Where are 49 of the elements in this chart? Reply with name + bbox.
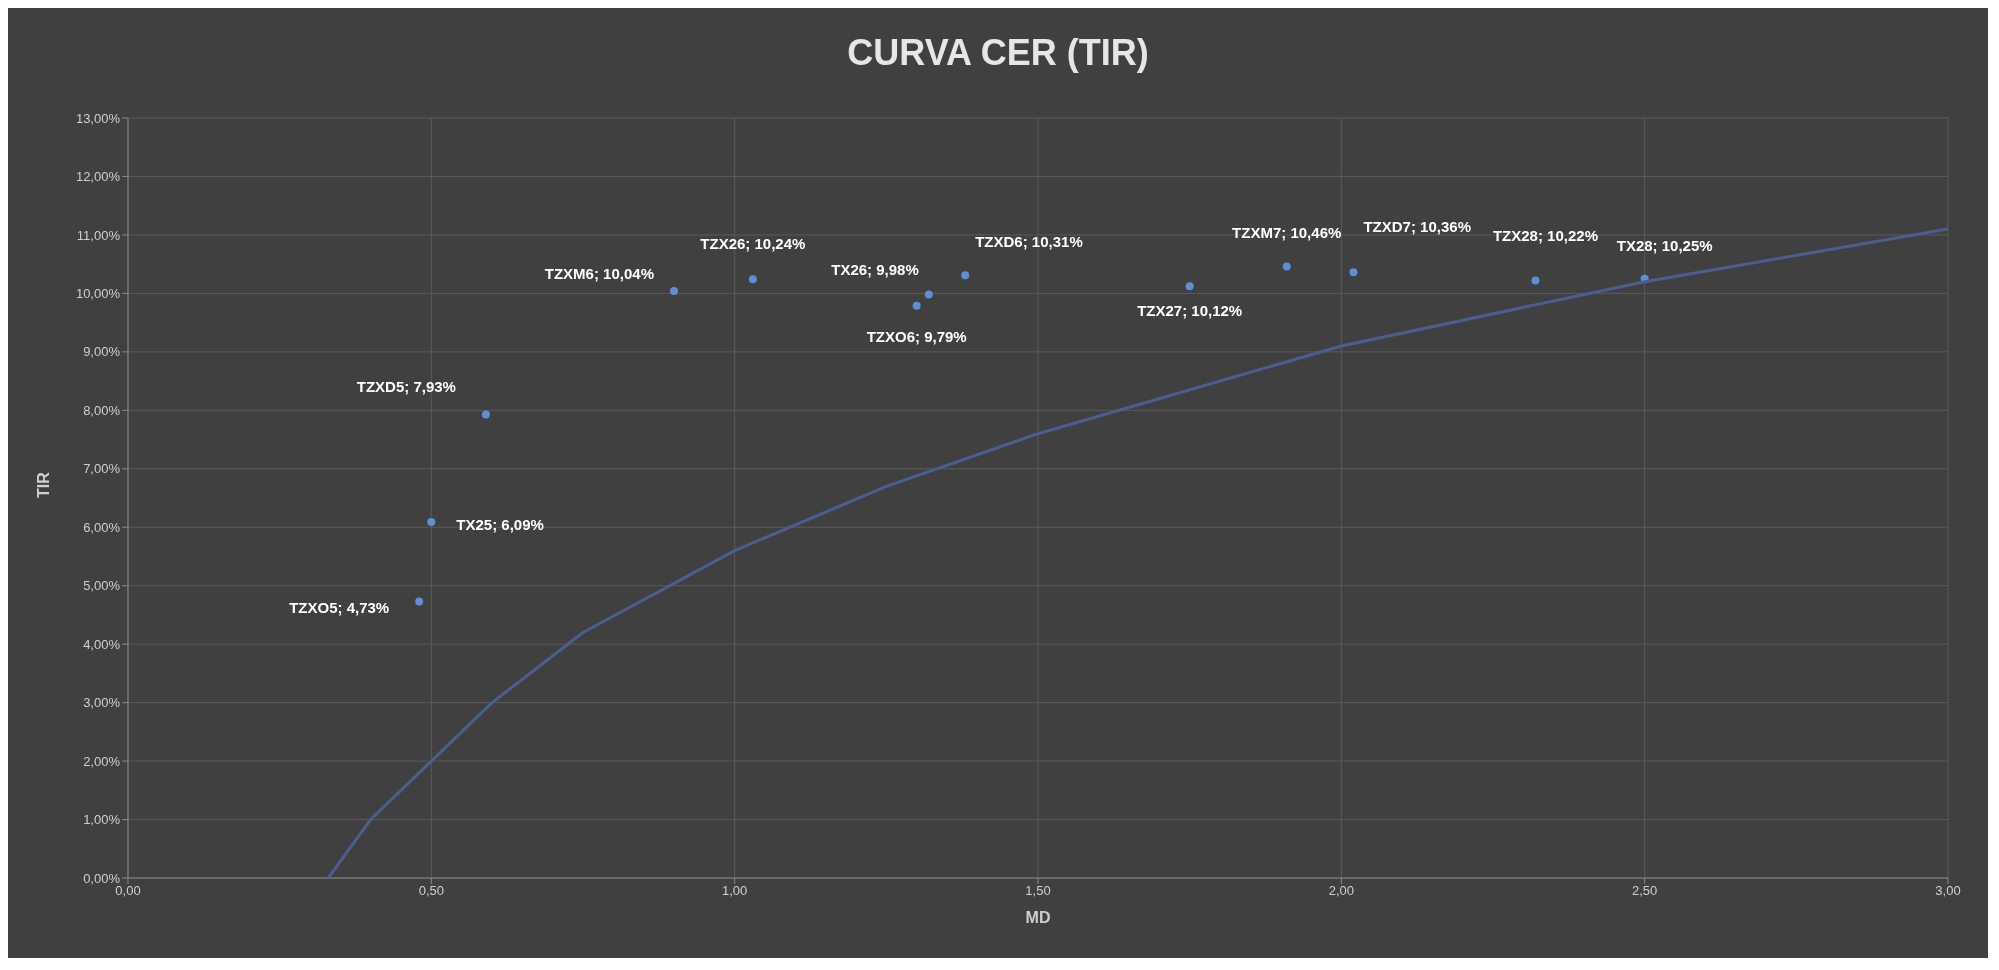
x-tick-label: 1,50 xyxy=(1025,883,1051,899)
point xyxy=(961,271,970,280)
data-label: TZXD6; 10,31% xyxy=(975,233,1083,251)
data-label: TZXD7; 10,36% xyxy=(1363,218,1472,236)
x-axis-title: MD xyxy=(1025,909,1051,926)
y-tick-label: 3,00% xyxy=(83,695,121,711)
x-tick-label: 0,50 xyxy=(418,883,444,899)
y-tick-label: 4,00% xyxy=(83,636,121,652)
data-label: TX25; 6,09% xyxy=(456,515,544,533)
y-tick-label: 7,00% xyxy=(83,461,121,477)
y-tick-label: 0,00% xyxy=(83,870,121,886)
y-tick-label: 11,00% xyxy=(76,227,121,243)
data-label: TX28; 10,25% xyxy=(1616,236,1713,254)
point xyxy=(1282,262,1291,271)
data-label: TZXM6; 10,04% xyxy=(544,265,654,283)
data-label: TZXO6; 9,79% xyxy=(866,327,967,345)
y-tick-label: 9,00% xyxy=(83,344,121,360)
point xyxy=(1349,268,1358,277)
point xyxy=(748,275,757,284)
point xyxy=(415,597,424,606)
x-tick-label: 2,00 xyxy=(1328,883,1354,899)
y-tick-label: 10,00% xyxy=(75,286,121,301)
x-tick-label: 0,00 xyxy=(115,883,141,899)
data-label: TX26; 9,98% xyxy=(831,260,919,278)
point xyxy=(1531,276,1540,285)
data-label: TZXO5; 4,73% xyxy=(289,599,390,617)
data-label: TZX27; 10,12% xyxy=(1137,302,1243,320)
y-tick-label: 12,00% xyxy=(75,169,121,185)
data-label: TZXD5; 7,93% xyxy=(356,378,456,396)
y-tick-label: 6,00% xyxy=(83,519,121,535)
y-tick-label: 2,00% xyxy=(83,753,121,769)
data-label: TZX28; 10,22% xyxy=(1492,226,1598,244)
point xyxy=(924,290,933,299)
y-axis-title: TIR xyxy=(34,471,52,498)
y-tick-label: 13,00% xyxy=(75,110,121,126)
y-tick-label: 8,00% xyxy=(83,402,121,418)
y-tick-label: 1,00% xyxy=(83,812,121,828)
point xyxy=(481,410,490,419)
point xyxy=(1185,282,1194,291)
point xyxy=(670,287,678,296)
y-tick-label: 5,00% xyxy=(83,578,121,594)
x-tick-label: 2,50 xyxy=(1632,883,1658,899)
data-label: TZX26; 10,24% xyxy=(700,235,806,253)
x-tick-label: 1,00 xyxy=(722,883,748,899)
x-tick-label: 3,00 xyxy=(1935,883,1961,899)
point xyxy=(427,517,436,526)
chart-title: CURVA CER (TIR) xyxy=(846,31,1150,75)
point xyxy=(912,301,921,310)
data-label: TZXM7; 10,46% xyxy=(1232,224,1342,242)
